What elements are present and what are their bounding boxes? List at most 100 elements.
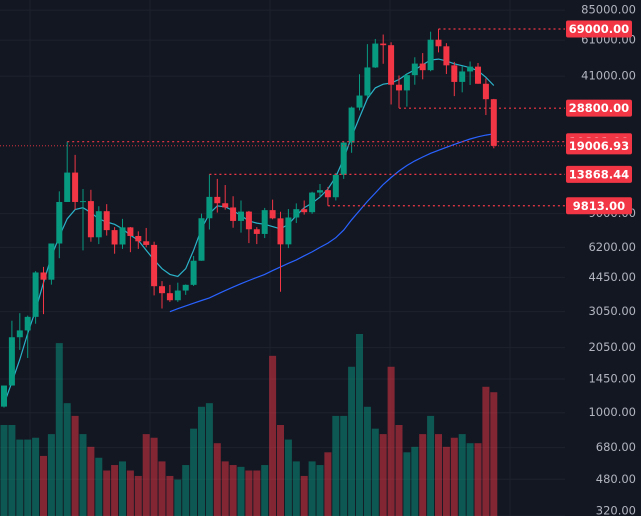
candle-body <box>222 203 229 208</box>
y-tick-label: 3050.00 <box>588 304 636 318</box>
volume-bar <box>182 465 190 516</box>
volume-bar <box>363 406 371 516</box>
volume-bar <box>371 428 379 516</box>
candle-body <box>111 230 118 245</box>
candle-body <box>174 290 181 301</box>
volume-bar <box>221 461 229 516</box>
candle-body <box>166 293 173 301</box>
volume-bar <box>205 403 213 516</box>
candle-body <box>40 272 47 280</box>
price-tag <box>566 20 632 38</box>
volume-bar <box>348 366 356 516</box>
candle-body <box>348 107 355 143</box>
candle-body <box>467 66 474 72</box>
volume-bar <box>340 415 348 516</box>
candle-body <box>269 210 276 219</box>
volume-bar <box>292 461 300 516</box>
y-tick-label: 1000.00 <box>588 405 636 419</box>
candle-body <box>285 217 292 245</box>
candle-body <box>206 196 213 219</box>
price-tag-label: 19006.93 <box>569 139 629 153</box>
candle-body <box>182 284 189 291</box>
candle-body <box>380 43 387 46</box>
price-tag-label: 28800.00 <box>569 101 629 115</box>
volume-bar <box>47 434 55 516</box>
candle-body <box>459 71 466 82</box>
volume-bar <box>253 470 261 516</box>
candle-body <box>198 218 205 261</box>
volume-bar <box>442 446 450 516</box>
candle-body <box>396 84 402 91</box>
candle-body <box>135 235 142 242</box>
volume-bar <box>482 386 490 516</box>
candle-body <box>411 63 418 76</box>
candle-body <box>214 196 221 204</box>
volume-bar <box>284 439 292 516</box>
candle-body <box>48 243 55 280</box>
candle-body <box>143 241 150 245</box>
volume-bar <box>245 470 253 516</box>
candle-body <box>340 142 347 175</box>
volume-bar <box>0 425 8 516</box>
volume-bar <box>32 437 40 516</box>
volume-bar <box>490 392 498 516</box>
candle-body <box>427 39 434 71</box>
volume-bar <box>79 434 87 516</box>
volume-bar <box>316 465 324 516</box>
candle-body <box>364 67 371 96</box>
candle-body <box>56 201 63 244</box>
volume-bar <box>229 465 237 516</box>
volume-bar <box>308 461 316 516</box>
candle-body <box>372 43 379 68</box>
volume-bar <box>300 475 308 516</box>
y-tick-label: 680.00 <box>596 440 636 454</box>
volume-bar <box>119 461 126 516</box>
volume-bar <box>356 334 363 516</box>
candle-body <box>103 211 110 231</box>
candle-body <box>24 316 31 331</box>
volume-bar <box>379 434 387 516</box>
price-tag-label: 13868.44 <box>569 167 629 181</box>
y-tick-label: 41000.00 <box>581 69 636 83</box>
volume-bar <box>103 470 111 516</box>
candle-body <box>403 75 410 91</box>
candle-body <box>309 192 316 213</box>
candle-body <box>356 95 363 108</box>
volume-bar <box>261 465 269 516</box>
price-tag <box>566 137 632 155</box>
candle-body <box>238 211 244 221</box>
volume-bar <box>95 457 103 516</box>
volume-bar <box>134 475 142 516</box>
candle-body <box>230 207 237 221</box>
volume-bar <box>8 425 16 516</box>
volume-bar <box>24 439 32 516</box>
volume-bar <box>474 443 482 516</box>
volume-bar <box>198 406 205 516</box>
volume-bar <box>126 470 134 516</box>
price-tag-label: 9813.00 <box>573 199 625 213</box>
y-tick-label: 1450.00 <box>588 372 636 386</box>
volume-bar <box>87 446 95 516</box>
moving-average <box>169 133 494 313</box>
candle-body <box>119 227 126 245</box>
volume-bar <box>237 466 245 516</box>
volume-bar <box>269 355 277 516</box>
candle-body <box>1 385 7 407</box>
candle-body <box>261 210 268 234</box>
y-tick-label: 6200.00 <box>588 240 636 254</box>
candle-body <box>253 229 260 234</box>
volume-bar <box>166 475 174 516</box>
volume-bar <box>111 465 119 516</box>
volume-bar <box>427 415 435 516</box>
volume-bar <box>324 452 332 516</box>
candle-body <box>87 201 94 238</box>
candle-body <box>151 244 158 287</box>
y-tick-label: 85000.00 <box>581 3 636 17</box>
candle-body <box>72 172 79 202</box>
y-tick-label: 4450.00 <box>588 270 636 284</box>
candle-body <box>475 66 481 84</box>
candle-body <box>332 174 339 198</box>
candle-body <box>490 99 497 146</box>
volume-bar <box>411 446 419 516</box>
